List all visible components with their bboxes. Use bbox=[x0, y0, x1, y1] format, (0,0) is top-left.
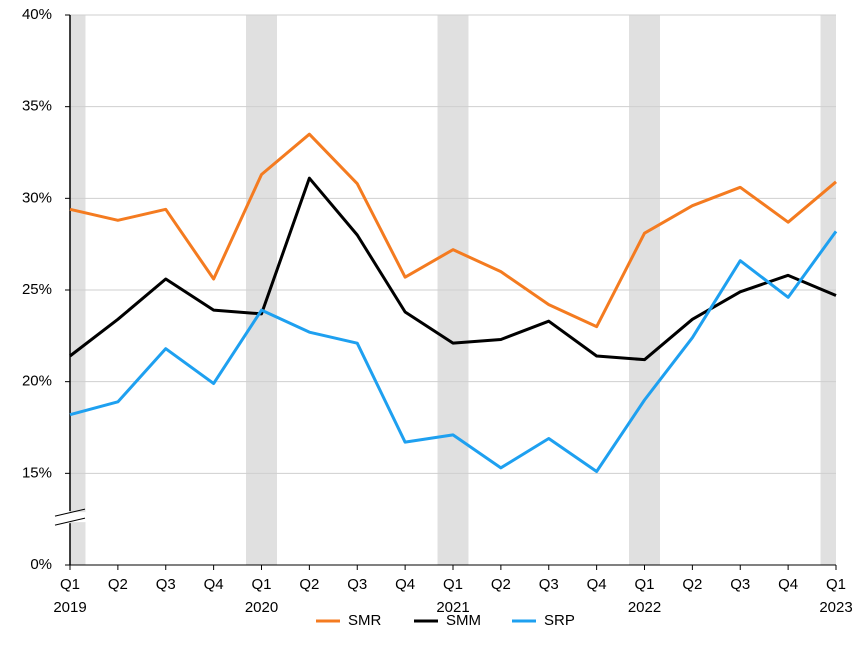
x-tick-label: Q3 bbox=[730, 576, 750, 593]
x-tick-label: Q4 bbox=[778, 576, 798, 593]
y-tick-label: 15% bbox=[22, 464, 52, 481]
axis-break bbox=[54, 508, 86, 517]
year-label: 2020 bbox=[245, 599, 278, 616]
legend-label: SMM bbox=[446, 612, 481, 629]
year-label: 2019 bbox=[53, 599, 86, 616]
y-tick-label: 30% bbox=[22, 189, 52, 206]
x-tick-label: Q2 bbox=[682, 576, 702, 593]
series-line bbox=[69, 230, 838, 473]
year-label: 2022 bbox=[628, 599, 661, 616]
y-tick-label: 35% bbox=[22, 98, 52, 115]
x-tick-label: Q2 bbox=[108, 576, 128, 593]
axis-break-gap bbox=[54, 512, 86, 523]
x-tick-label: Q3 bbox=[539, 576, 559, 593]
year-label: 2023 bbox=[819, 599, 852, 616]
year-label: 2021 bbox=[436, 599, 469, 616]
x-tick-label: Q2 bbox=[299, 576, 319, 593]
y-tick-label: 20% bbox=[22, 373, 52, 390]
x-tick-label: Q4 bbox=[204, 576, 224, 593]
legend-label: SRP bbox=[544, 612, 575, 629]
series-line bbox=[69, 132, 837, 329]
x-tick-label: Q1 bbox=[826, 576, 846, 593]
x-tick-label: Q3 bbox=[156, 576, 176, 593]
x-tick-label: Q2 bbox=[491, 576, 511, 593]
y-tick-label: 0% bbox=[30, 556, 52, 573]
y-tick-label: 25% bbox=[22, 281, 52, 298]
x-tick-label: Q1 bbox=[60, 576, 80, 593]
axis-break bbox=[54, 517, 86, 526]
x-tick-label: Q4 bbox=[587, 576, 607, 593]
y-tick-label: 40% bbox=[22, 6, 52, 23]
x-tick-label: Q1 bbox=[251, 576, 271, 593]
legend-label: SMR bbox=[348, 612, 382, 629]
x-tick-label: Q3 bbox=[347, 576, 367, 593]
x-tick-label: Q1 bbox=[443, 576, 463, 593]
x-tick-label: Q4 bbox=[395, 576, 415, 593]
x-tick-label: Q1 bbox=[634, 576, 654, 593]
